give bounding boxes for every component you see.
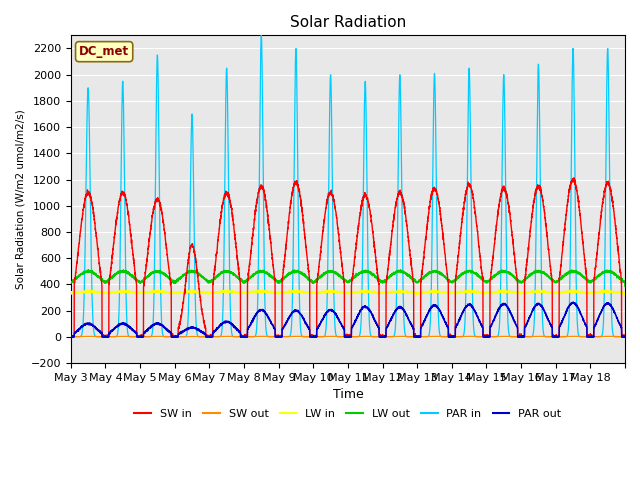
Line: PAR in: PAR in bbox=[71, 36, 625, 337]
Y-axis label: Solar Radiation (W/m2 umol/m2/s): Solar Radiation (W/m2 umol/m2/s) bbox=[15, 109, 25, 289]
LW in bbox=[369, 289, 376, 295]
PAR in bbox=[369, 334, 376, 340]
Text: DC_met: DC_met bbox=[79, 45, 129, 58]
X-axis label: Time: Time bbox=[333, 388, 364, 401]
PAR out bbox=[527, 311, 535, 317]
Line: LW in: LW in bbox=[71, 290, 625, 294]
SW out bbox=[500, 334, 508, 339]
SW out bbox=[398, 334, 406, 339]
LW out bbox=[369, 271, 376, 277]
SW out bbox=[621, 334, 629, 340]
LW in bbox=[398, 288, 406, 294]
SW in bbox=[398, 195, 406, 201]
LW out bbox=[182, 271, 189, 276]
LW out bbox=[67, 280, 75, 286]
Line: PAR out: PAR out bbox=[71, 302, 625, 337]
PAR out bbox=[500, 300, 508, 306]
PAR out bbox=[182, 327, 189, 333]
LW out bbox=[398, 269, 406, 275]
LW out bbox=[621, 283, 629, 289]
PAR out bbox=[369, 312, 376, 318]
SW in bbox=[67, 334, 75, 339]
PAR out bbox=[67, 334, 75, 340]
SW out bbox=[369, 334, 376, 339]
LW in bbox=[601, 288, 609, 293]
SW out bbox=[182, 334, 189, 339]
LW in bbox=[205, 291, 213, 297]
LW in bbox=[527, 289, 535, 295]
PAR in bbox=[398, 230, 406, 236]
LW in bbox=[67, 290, 75, 296]
PAR out bbox=[541, 310, 549, 316]
LW out bbox=[527, 272, 535, 277]
SW in bbox=[621, 333, 629, 338]
SW out bbox=[569, 334, 577, 339]
LW out bbox=[541, 271, 549, 277]
LW in bbox=[541, 288, 549, 294]
SW out bbox=[541, 334, 549, 339]
PAR out bbox=[621, 334, 629, 340]
PAR in bbox=[527, 334, 535, 340]
PAR in bbox=[621, 334, 629, 340]
LW in bbox=[182, 289, 189, 295]
SW in bbox=[67, 334, 75, 340]
PAR in bbox=[182, 334, 189, 339]
SW in bbox=[527, 219, 535, 225]
SW in bbox=[500, 183, 508, 189]
Title: Solar Radiation: Solar Radiation bbox=[290, 15, 406, 30]
LW in bbox=[500, 288, 508, 294]
PAR in bbox=[541, 334, 549, 340]
SW in bbox=[541, 217, 549, 223]
Line: SW in: SW in bbox=[71, 178, 625, 337]
LW out bbox=[84, 267, 92, 273]
PAR in bbox=[257, 33, 265, 38]
Legend: SW in, SW out, LW in, LW out, PAR in, PAR out: SW in, SW out, LW in, LW out, PAR in, PA… bbox=[130, 404, 566, 423]
SW in bbox=[570, 175, 578, 180]
SW in bbox=[182, 279, 189, 285]
SW out bbox=[527, 334, 535, 339]
PAR in bbox=[500, 74, 508, 80]
LW in bbox=[621, 290, 629, 296]
LW out bbox=[500, 269, 508, 275]
Line: LW out: LW out bbox=[71, 270, 625, 286]
PAR out bbox=[398, 306, 406, 312]
SW in bbox=[369, 226, 376, 232]
PAR in bbox=[67, 334, 75, 340]
SW out bbox=[67, 334, 75, 340]
PAR out bbox=[570, 299, 577, 305]
